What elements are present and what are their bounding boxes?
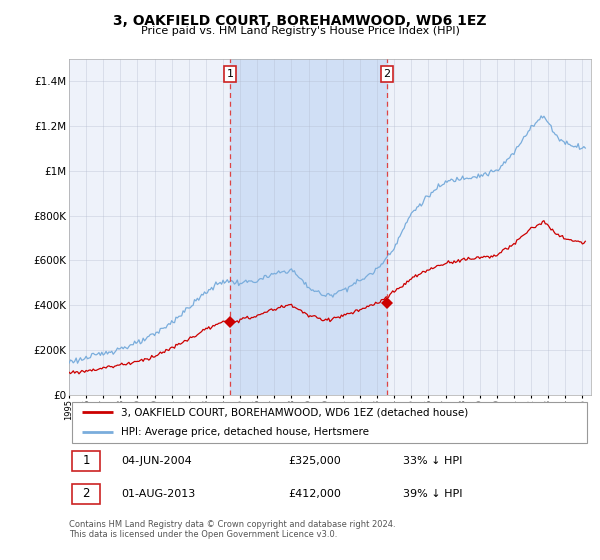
Text: £412,000: £412,000	[288, 489, 341, 499]
Text: 2: 2	[82, 487, 90, 501]
Text: 2: 2	[383, 69, 391, 79]
Text: 01-AUG-2013: 01-AUG-2013	[121, 489, 196, 499]
Text: 33% ↓ HPI: 33% ↓ HPI	[403, 456, 463, 466]
Text: Contains HM Land Registry data © Crown copyright and database right 2024.
This d: Contains HM Land Registry data © Crown c…	[69, 520, 395, 539]
Text: 1: 1	[227, 69, 234, 79]
Text: 39% ↓ HPI: 39% ↓ HPI	[403, 489, 463, 499]
Text: 3, OAKFIELD COURT, BOREHAMWOOD, WD6 1EZ: 3, OAKFIELD COURT, BOREHAMWOOD, WD6 1EZ	[113, 14, 487, 28]
FancyBboxPatch shape	[71, 451, 100, 471]
FancyBboxPatch shape	[71, 402, 587, 444]
Bar	[230, 59, 387, 395]
Text: Price paid vs. HM Land Registry's House Price Index (HPI): Price paid vs. HM Land Registry's House …	[140, 26, 460, 36]
Text: HPI: Average price, detached house, Hertsmere: HPI: Average price, detached house, Hert…	[121, 427, 369, 437]
Text: 3, OAKFIELD COURT, BOREHAMWOOD, WD6 1EZ (detached house): 3, OAKFIELD COURT, BOREHAMWOOD, WD6 1EZ …	[121, 407, 469, 417]
Text: 1: 1	[82, 454, 90, 468]
Text: £325,000: £325,000	[288, 456, 341, 466]
Text: 04-JUN-2004: 04-JUN-2004	[121, 456, 192, 466]
FancyBboxPatch shape	[71, 484, 100, 504]
